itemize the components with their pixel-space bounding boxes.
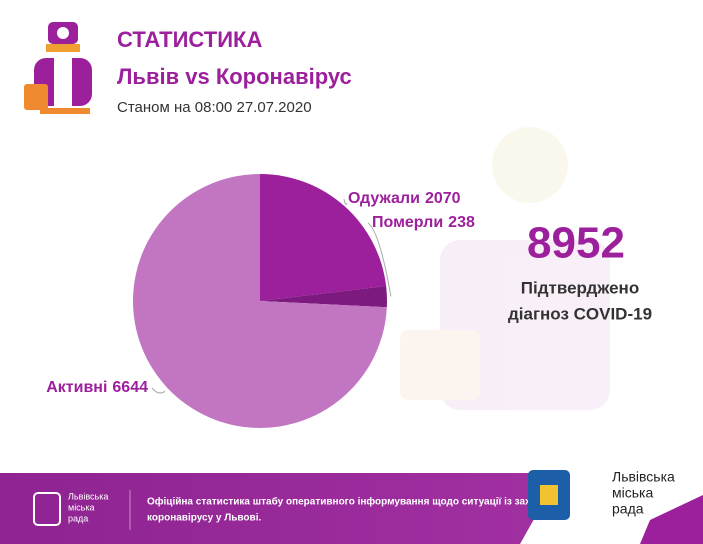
slice-label: Одужали 2070: [348, 190, 461, 207]
slice-label: Померли 238: [372, 214, 475, 231]
right-logo-lion: [540, 485, 558, 505]
slice-value: 6644: [112, 379, 148, 396]
right-logo-text: рада: [612, 501, 644, 517]
pie-slice: [260, 286, 388, 308]
leader-line: [343, 198, 348, 205]
date: Станом на 08:00 27.07.2020: [117, 99, 312, 116]
caption-line: діагноз COVID-19: [508, 304, 652, 323]
caption-line: Підтверджено: [521, 278, 639, 297]
left-logo-shield: [33, 492, 61, 526]
pie-slice: [133, 174, 387, 428]
leader-line: [367, 222, 392, 297]
footer-accent: [640, 495, 703, 544]
left-logo-text: рада: [68, 513, 88, 523]
left-logo-text: Львівська: [68, 491, 108, 501]
footer-text: Офіційна статистика штабу оперативного і…: [147, 496, 531, 508]
slice-category: Одужали: [348, 190, 420, 207]
slice-category: Померли: [372, 214, 443, 231]
pie-slice: [260, 174, 387, 301]
slice-value: 238: [448, 214, 475, 231]
slice-label: Активні 6644: [46, 379, 148, 396]
pie-chart: Одужали 2070 Померли 238 Активні 6644: [46, 174, 475, 428]
doctor-icon: [24, 22, 92, 114]
footer-text: коронавірусу у Львові.: [147, 513, 261, 524]
title: СТАТИСТИКА: [117, 27, 262, 52]
watermark: [400, 127, 610, 410]
leader-line: [151, 387, 166, 394]
slice-category: Активні: [46, 379, 107, 396]
subtitle: Львів vs Коронавірус: [117, 64, 352, 89]
right-logo-text: Львівська: [612, 469, 675, 485]
slice-value: 2070: [425, 190, 461, 207]
right-logo-text: міська: [612, 485, 653, 501]
total: 8952: [527, 219, 625, 268]
left-logo-text: міська: [68, 502, 95, 512]
